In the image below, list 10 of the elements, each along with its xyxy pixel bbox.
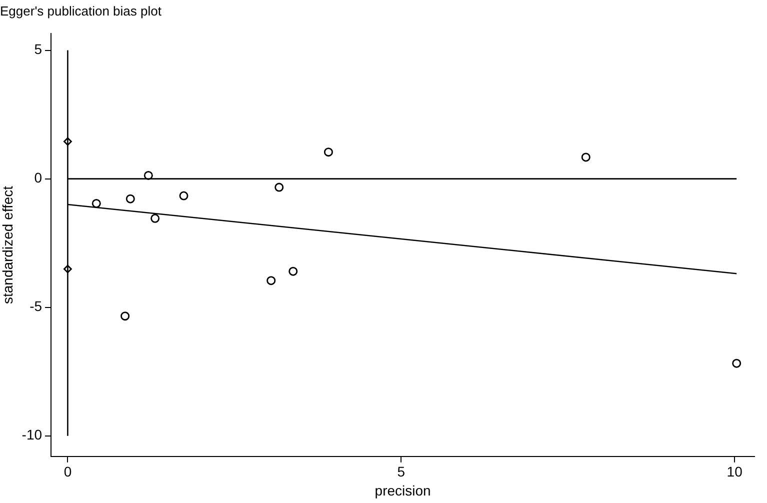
y-tick-label: -5 [30,298,42,314]
x-tick-label: 10 [726,464,743,480]
y-tick-label: 0 [34,170,42,186]
y-axis-title: standardized effect [0,186,16,304]
chart-title: Egger's publication bias plot [0,3,162,18]
x-tick-label: 0 [64,464,72,480]
y-tick-label: 5 [34,41,42,58]
y-tick-label: -10 [22,426,42,443]
x-axis-title: precision [374,482,431,498]
x-tick-label: 5 [397,464,406,480]
